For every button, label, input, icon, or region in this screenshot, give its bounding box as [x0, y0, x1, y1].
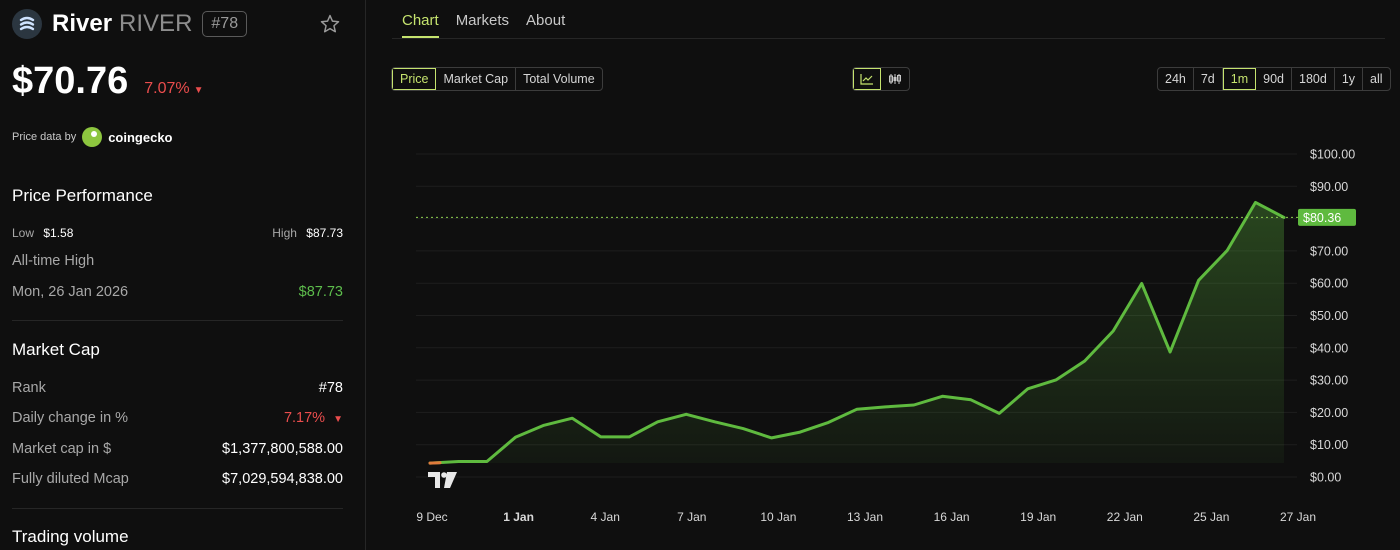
fdv-label: Fully diluted Mcap	[12, 471, 129, 487]
low-value: $1.58	[43, 226, 74, 240]
range-180d-button[interactable]: 180d	[1292, 68, 1335, 90]
tabs-divider	[392, 38, 1385, 39]
rank-chip: #78	[202, 11, 248, 37]
divider	[12, 320, 343, 321]
range-all-button[interactable]: all	[1370, 72, 1383, 86]
line-chart-icon[interactable]	[853, 68, 881, 90]
x-axis: 9 Dec 1 Jan 4 Jan 7 Jan 10 Jan 13 Jan 16 Jan 19…	[416, 510, 1316, 524]
x-tick-label: 19 Jan	[1020, 510, 1056, 524]
range-1m-button[interactable]: 1m	[1222, 68, 1257, 90]
ath-label: All-time High	[12, 253, 95, 269]
range-1y-button[interactable]: 1y	[1335, 68, 1364, 90]
down-triangle-icon: ▼	[333, 414, 343, 425]
tab-about[interactable]: About	[526, 12, 566, 29]
rank-label: Rank	[12, 380, 46, 396]
x-tick-label: 10 Jan	[760, 510, 796, 524]
chart-type-selector	[852, 67, 910, 91]
y-tick-label: $40.00	[1310, 341, 1348, 355]
market-cap-value: $1,377,800,588.00	[222, 441, 343, 457]
y-tick-label: $70.00	[1310, 244, 1348, 258]
x-tick-label: 9 Dec	[416, 510, 447, 524]
x-tick-label: 16 Jan	[934, 510, 970, 524]
low-label: Low	[12, 226, 35, 240]
y-tick-label: $60.00	[1310, 277, 1348, 291]
y-tick-label: $90.00	[1310, 180, 1348, 194]
coingecko-logo-icon	[82, 127, 103, 147]
x-tick-label: 25 Jan	[1193, 510, 1229, 524]
tab-chart[interactable]: Chart	[402, 12, 439, 38]
market-cap-title: Market Cap	[12, 340, 100, 359]
x-tick-label: 22 Jan	[1107, 510, 1143, 524]
last-price-label: $80.36	[1303, 211, 1341, 225]
range-90d-button[interactable]: 90d	[1256, 68, 1292, 90]
x-tick-label: 1 Jan	[503, 510, 534, 524]
provider-name: coingecko	[108, 129, 173, 145]
y-tick-label: $0.00	[1310, 471, 1341, 485]
y-tick-label: $50.00	[1310, 309, 1348, 323]
main-tabs: Chart Markets About	[402, 12, 565, 38]
daily-change-label: Daily change in %	[12, 410, 129, 426]
range-24h-button[interactable]: 24h	[1158, 68, 1194, 90]
range-selector: 24h 7d 1m 90d 180d 1y all	[1157, 67, 1391, 91]
x-tick-label: 27 Jan	[1280, 510, 1316, 524]
market-cap-row: Market cap in $ $1,377,800,588.00	[12, 441, 343, 457]
high-value: $87.73	[306, 226, 343, 240]
fdv-row: Fully diluted Mcap $7,029,594,838.00	[12, 471, 343, 487]
metric-market-cap-button[interactable]: Market Cap	[436, 68, 517, 90]
last-price-tag: $80.36	[1298, 208, 1356, 226]
price-change: 7.07%	[144, 80, 190, 97]
price-line	[428, 200, 1286, 465]
coin-name: River	[52, 10, 113, 37]
river-logo-icon	[12, 9, 42, 39]
range-7d-button[interactable]: 7d	[1194, 68, 1223, 90]
y-axis: $100.00$90.00$80.00$70.00$60.00$50.00$40…	[1310, 148, 1355, 485]
provider-label: Price data by	[12, 131, 77, 143]
y-tick-label: $30.00	[1310, 374, 1348, 388]
coin-info-panel: River RIVER #78 $70.76 7.07% ▼ Price dat…	[0, 0, 366, 550]
tab-markets[interactable]: Markets	[455, 12, 510, 29]
trading-volume-title: Trading volume	[12, 527, 129, 546]
y-tick-label: $100.00	[1310, 148, 1355, 162]
price-provider: Price data by coingecko	[12, 127, 173, 147]
y-tick-label: $20.00	[1310, 406, 1348, 420]
price-area	[430, 202, 1284, 464]
x-tick-label: 7 Jan	[677, 510, 706, 524]
daily-change-value: 7.17%	[283, 410, 326, 426]
ath-row: Mon, 26 Jan 2026 $87.73	[12, 284, 343, 300]
high-label: High	[272, 226, 297, 240]
star-watchlist-icon[interactable]	[319, 13, 341, 35]
metric-total-volume-button[interactable]: Total Volume	[523, 72, 595, 86]
down-triangle-icon: ▼	[193, 85, 204, 96]
candlestick-icon[interactable]	[881, 68, 909, 90]
low-group: Low $1.58	[12, 226, 73, 240]
coin-header: River RIVER #78	[12, 8, 347, 40]
ath-label-row: All-time High	[12, 253, 343, 269]
rank-value: #78	[318, 380, 343, 396]
x-tick-label: 4 Jan	[591, 510, 620, 524]
metric-selector: Price Market Cap Total Volume	[391, 67, 603, 91]
daily-change-row: Daily change in % 7.17% ▼	[12, 410, 343, 426]
tradingview-logo-icon	[428, 472, 457, 488]
market-cap-label: Market cap in $	[12, 441, 112, 457]
price-performance-title: Price Performance	[12, 186, 153, 205]
metric-price-button[interactable]: Price	[392, 68, 437, 90]
low-high-row: Low $1.58 High $87.73	[12, 226, 343, 240]
price-chart[interactable]: $100.00$90.00$80.00$70.00$60.00$50.00$40…	[392, 120, 1400, 540]
daily-change-group: 7.17% ▼	[284, 410, 343, 426]
fdv-value: $7,029,594,838.00	[222, 471, 343, 487]
ath-date: Mon, 26 Jan 2026	[12, 284, 129, 300]
price-row: $70.76 7.07% ▼	[12, 60, 204, 103]
rank-row: Rank #78	[12, 380, 343, 396]
divider	[12, 508, 343, 509]
coin-symbol: RIVER	[119, 10, 193, 37]
ath-value: $87.73	[298, 284, 343, 300]
current-price: $70.76	[12, 60, 129, 102]
x-tick-label: 13 Jan	[847, 510, 883, 524]
y-tick-label: $10.00	[1310, 438, 1348, 452]
high-group: High $87.73	[272, 226, 343, 240]
